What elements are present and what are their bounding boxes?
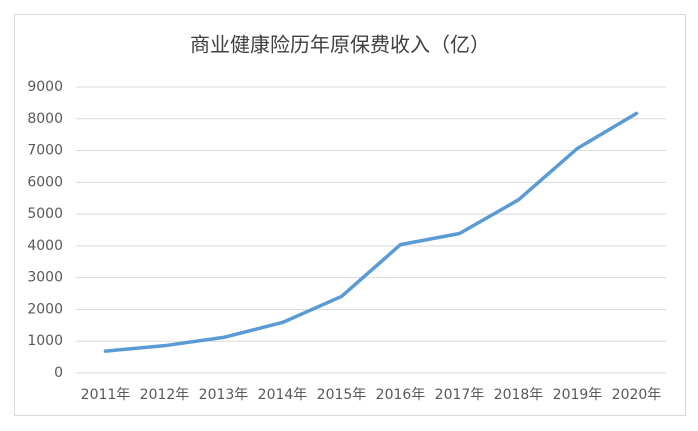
y-tick-label: 6000 xyxy=(27,174,63,190)
y-tick-label: 9000 xyxy=(27,79,63,95)
y-tick-label: 5000 xyxy=(27,206,63,222)
x-tick-label: 2020年 xyxy=(612,387,662,403)
x-tick-label: 2015年 xyxy=(317,387,367,403)
y-tick-label: 8000 xyxy=(27,111,63,127)
x-tick-label: 2019年 xyxy=(553,387,603,403)
x-tick-label: 2014年 xyxy=(258,387,308,403)
y-tick-label: 4000 xyxy=(27,238,63,254)
x-tick-label: 2013年 xyxy=(199,387,249,403)
chart-frame xyxy=(14,14,686,416)
y-tick-label: 2000 xyxy=(27,301,63,317)
y-tick-label: 1000 xyxy=(27,333,63,349)
chart-title: 商业健康险历年原保费收入（亿） xyxy=(190,33,490,57)
y-tick-label: 0 xyxy=(54,365,63,381)
x-tick-label: 2018年 xyxy=(494,387,544,403)
x-tick-label: 2017年 xyxy=(435,387,485,403)
x-tick-label: 2016年 xyxy=(376,387,426,403)
x-tick-label: 2011年 xyxy=(81,387,131,403)
y-tick-label: 7000 xyxy=(27,143,63,159)
y-tick-label: 3000 xyxy=(27,270,63,286)
data-line xyxy=(103,111,639,353)
x-tick-label: 2012年 xyxy=(140,387,190,403)
